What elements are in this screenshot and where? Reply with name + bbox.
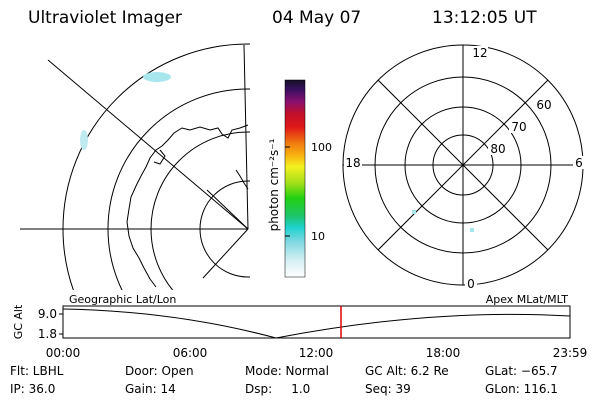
status-mode: Mode: Normal <box>245 364 329 378</box>
mlt-label-12: 12 <box>472 46 487 60</box>
colorbar <box>284 79 306 278</box>
map-meridian <box>202 228 249 279</box>
app-title: Ultraviolet Imager <box>28 8 182 28</box>
status-filter: Flt: LBHL <box>10 364 64 378</box>
status-glat: GLat: −65.7 <box>485 364 558 378</box>
mlat-label-70: 70 <box>511 120 526 134</box>
status-seq: Seq: 39 <box>365 382 411 396</box>
aurora-patch <box>412 210 416 214</box>
status-dsp: Dsp: 1.0 <box>245 382 311 396</box>
map-meridian <box>47 59 249 230</box>
colorbar-tick-label: 10 <box>311 230 325 243</box>
mlt-label-0: 0 <box>467 277 475 291</box>
map-meridian <box>243 44 249 230</box>
colorbar-tick-label: 100 <box>311 141 332 154</box>
polar-plot <box>342 44 584 286</box>
timeline-x-tick: 06:00 <box>173 346 208 360</box>
status-gc-alt: GC Alt: 6.2 Re <box>365 364 449 378</box>
timeline-x-tick: 18:00 <box>426 346 461 360</box>
geographic-map <box>20 43 250 290</box>
timeline-y-tick: 1.8 <box>38 327 57 341</box>
mlt-label-6: 6 <box>575 156 583 170</box>
timeline-y-title: GC Alt <box>12 304 25 339</box>
timeline-frame <box>62 305 571 339</box>
colorbar-unit-label: photon cm⁻²s⁻¹ <box>267 138 281 231</box>
timeline-left-caption: Geographic Lat/Lon <box>69 293 176 306</box>
status-glon: GLon: 116.1 <box>485 382 558 396</box>
header-time: 13:12:05 UT <box>432 8 537 28</box>
timeline-y-tick: 9.0 <box>38 307 57 321</box>
timeline-right-caption: Apex MLat/MLT <box>486 293 569 306</box>
aurora-patch <box>143 72 171 82</box>
mlat-label-80: 80 <box>490 142 505 156</box>
polar-diagonal <box>377 79 549 251</box>
map-meridian <box>206 189 249 230</box>
aurora-patch <box>470 228 474 232</box>
status-ip: IP: 36.0 <box>10 382 56 396</box>
timeline-x-tick: 23:59 <box>553 346 588 360</box>
timeline-x-tick: 12:00 <box>299 346 334 360</box>
altitude-curve <box>62 308 571 339</box>
orbit-timeline: Geographic Lat/Lon Apex MLat/MLT 9.0 1.8… <box>12 293 587 360</box>
timeline-x-tick: 00:00 <box>46 346 81 360</box>
status-gain: Gain: 14 <box>125 382 176 396</box>
mlt-label-18: 18 <box>345 156 360 170</box>
coastline <box>126 124 249 288</box>
aurora-patch <box>80 130 88 150</box>
status-door: Door: Open <box>125 364 194 378</box>
header-date: 04 May 07 <box>272 8 362 28</box>
mlat-label-60: 60 <box>536 98 551 112</box>
